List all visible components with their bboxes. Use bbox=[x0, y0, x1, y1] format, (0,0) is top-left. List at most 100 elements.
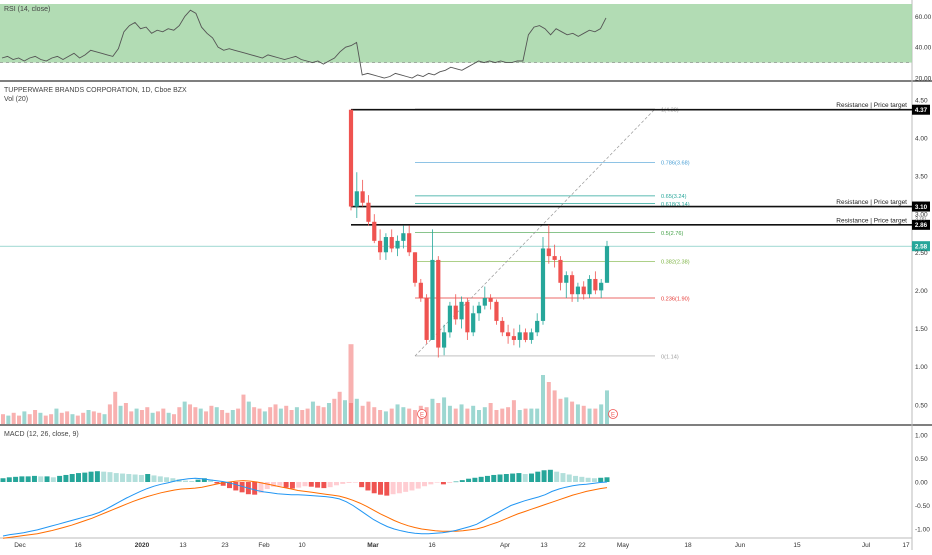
macd-histogram-bar bbox=[57, 475, 63, 482]
x-axis-label: 10 bbox=[298, 542, 306, 549]
volume-bar bbox=[459, 404, 464, 424]
price-panel: 1(4.38)0.786(3.68)0.65(3.24)0.618(3.14)0… bbox=[0, 97, 930, 409]
macd-histogram-bar bbox=[585, 477, 591, 482]
x-axis-label: Mar bbox=[367, 542, 379, 549]
volume-bar bbox=[424, 407, 429, 424]
macd-histogram-bar bbox=[547, 469, 553, 482]
resistance-price-tag-label: 4.37 bbox=[915, 107, 928, 114]
macd-histogram-bar bbox=[453, 481, 459, 483]
x-axis-label: Jun bbox=[735, 542, 746, 549]
volume-bar bbox=[570, 401, 575, 424]
volume-bar bbox=[155, 411, 160, 424]
macd-histogram-bar bbox=[365, 482, 371, 491]
resistance-price-tag bbox=[912, 104, 930, 115]
candle-body bbox=[412, 252, 418, 283]
macd-histogram-bar bbox=[422, 482, 428, 487]
macd-histogram-bar bbox=[327, 482, 333, 488]
candle-body bbox=[488, 298, 493, 302]
volume-bar bbox=[488, 403, 493, 424]
x-axis-label: 16 bbox=[74, 542, 82, 549]
macd-histogram-bar bbox=[478, 476, 484, 482]
macd-histogram-bar bbox=[604, 477, 610, 482]
candle-body bbox=[482, 298, 487, 306]
candle-body bbox=[447, 305, 453, 333]
volume-bar bbox=[511, 400, 516, 424]
macd-histogram-bar bbox=[459, 480, 465, 482]
candle-body bbox=[569, 275, 575, 295]
macd-histogram-bar bbox=[554, 471, 560, 482]
volume-bar bbox=[209, 405, 214, 424]
volume-bar bbox=[246, 401, 251, 424]
macd-histogram-bar bbox=[63, 474, 69, 482]
candle-body bbox=[441, 332, 447, 348]
x-axis-label: Jul bbox=[862, 542, 871, 549]
volume-bar bbox=[289, 410, 294, 424]
candle-body bbox=[395, 240, 400, 249]
volume-bar bbox=[535, 408, 540, 424]
volume-bar bbox=[599, 404, 604, 424]
macd-histogram-bar bbox=[440, 482, 446, 485]
macd-title: MACD (12, 26, close, 9) bbox=[4, 431, 79, 438]
macd-histogram-bar bbox=[352, 482, 358, 483]
volume-bar bbox=[145, 407, 150, 424]
candle-body bbox=[377, 240, 383, 253]
macd-histogram-bar bbox=[510, 473, 516, 482]
macd-tick-label: -1.00 bbox=[915, 526, 930, 533]
volume-bar bbox=[220, 410, 225, 424]
macd-histogram-bar bbox=[107, 472, 113, 482]
volume-bar bbox=[494, 410, 499, 424]
volume-bar bbox=[447, 405, 452, 424]
macd-histogram-bar bbox=[598, 477, 604, 482]
macd-histogram-bar bbox=[283, 482, 289, 488]
price-tick-label: 4.50 bbox=[915, 97, 928, 104]
volume-bar bbox=[517, 410, 522, 424]
volume-bar bbox=[268, 407, 273, 424]
macd-histogram-bar bbox=[220, 482, 226, 486]
volume-bar bbox=[354, 398, 359, 424]
volume-bar bbox=[75, 415, 80, 424]
macd-histogram-bar bbox=[214, 482, 220, 484]
resistance-price-tag bbox=[912, 219, 930, 230]
volume-bar bbox=[65, 411, 70, 424]
volume-bar bbox=[552, 390, 557, 424]
x-axis-label: Apr bbox=[500, 542, 511, 549]
candle-body bbox=[599, 282, 604, 291]
macd-histogram-bar bbox=[434, 482, 440, 483]
macd-histogram-bar bbox=[428, 482, 434, 485]
rsi-panel: 60.00 40.00 20.00 bbox=[0, 4, 932, 83]
fib-level-label: 0.236(1.90) bbox=[661, 296, 690, 302]
candle-body bbox=[517, 332, 522, 340]
volume-bar bbox=[436, 403, 441, 424]
candle-body bbox=[535, 320, 540, 333]
price-tick-label: 3.50 bbox=[915, 174, 928, 181]
volume-bar bbox=[97, 412, 102, 424]
volume-bar bbox=[43, 415, 48, 424]
candle-body bbox=[453, 305, 458, 320]
macd-histogram-bar bbox=[233, 482, 239, 491]
macd-histogram-bar bbox=[25, 476, 31, 482]
macd-histogram-bar bbox=[145, 474, 151, 482]
price-tick-label: 2.50 bbox=[915, 250, 928, 257]
price-tick-label: 3.00 bbox=[915, 212, 928, 219]
volume-bar bbox=[581, 405, 586, 424]
volume-bar bbox=[177, 407, 182, 424]
x-axis-label: 13 bbox=[540, 542, 548, 549]
volume-bar bbox=[321, 407, 326, 424]
macd-histogram-bar bbox=[403, 482, 409, 492]
macd-histogram-bar bbox=[38, 476, 44, 482]
candle-body bbox=[558, 259, 563, 283]
volume-bar bbox=[605, 390, 609, 424]
volume-bar bbox=[102, 414, 107, 424]
candle-body bbox=[389, 237, 394, 249]
macd-signal-line bbox=[2, 480, 608, 539]
volume-bar bbox=[134, 408, 139, 424]
macd-histogram-bar bbox=[359, 482, 365, 488]
macd-histogram-bar bbox=[308, 482, 314, 487]
candle-body bbox=[546, 248, 551, 257]
macd-histogram-bar bbox=[390, 482, 396, 495]
fib-level-label: 0.5(2.76) bbox=[661, 231, 684, 237]
macd-histogram-bar bbox=[182, 480, 188, 482]
volume-bar bbox=[482, 407, 487, 424]
